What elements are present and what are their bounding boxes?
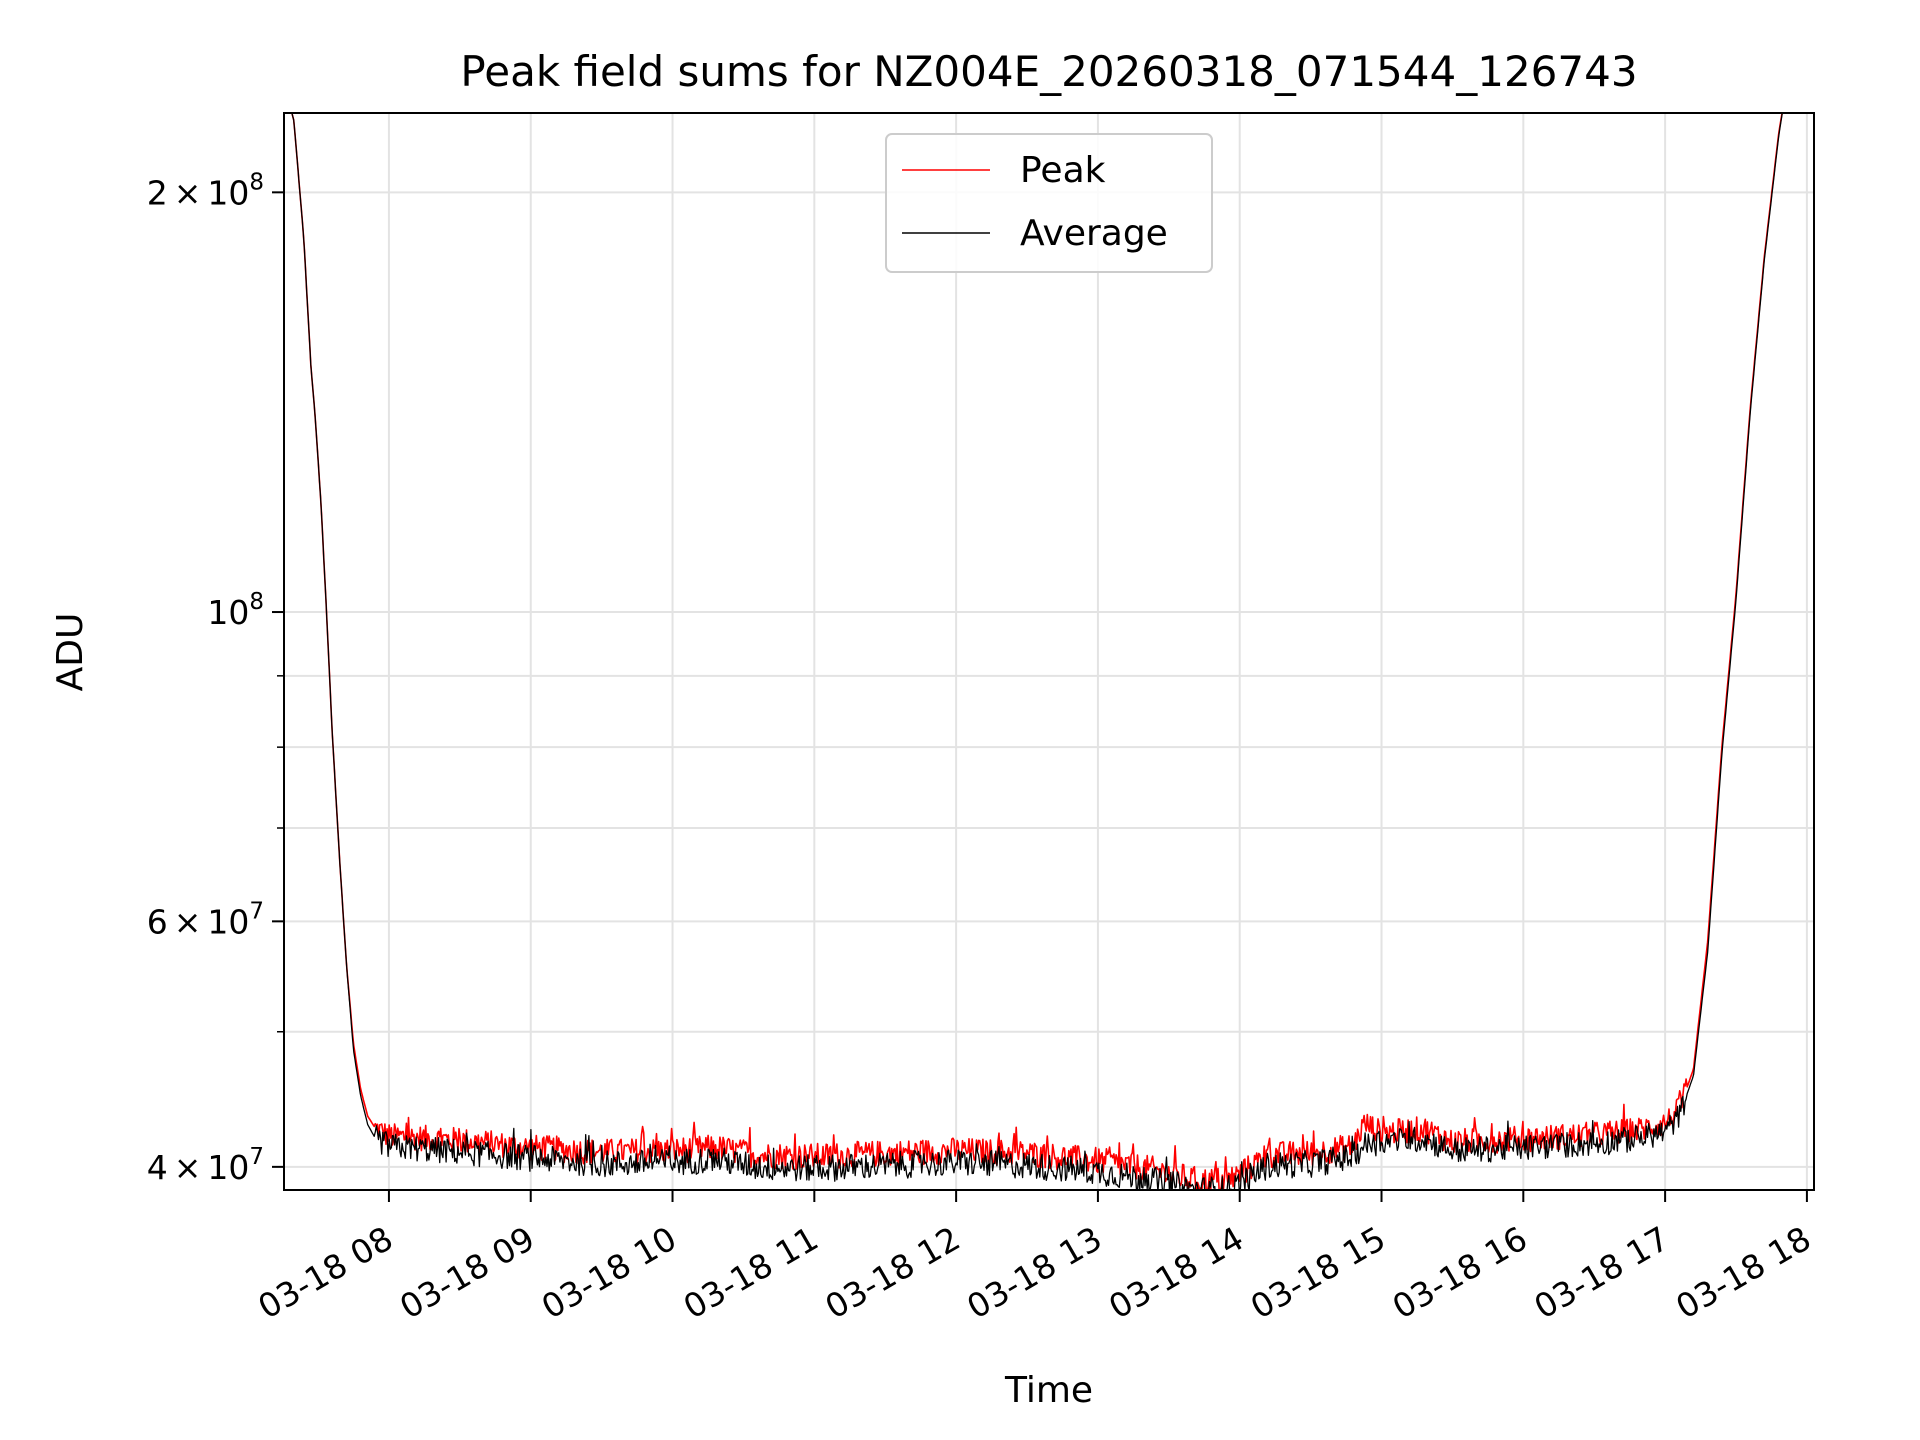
y-tick-exponent: 8 — [249, 169, 264, 195]
y-tick-mantissa: 6 — [147, 902, 168, 941]
legend: Peak Average — [885, 133, 1213, 273]
y-tick-label: 108 — [207, 589, 264, 632]
y-tick-mantissa: 2 — [147, 173, 168, 212]
legend-box — [885, 133, 1213, 273]
legend-peak-label: Peak — [1020, 150, 1106, 191]
chart-title: Peak field sums for NZ004E_20260318_0715… — [460, 47, 1637, 96]
y-tick-exponent: 8 — [249, 589, 264, 615]
y-tick-label: 4 × 107 — [147, 1144, 264, 1187]
series-lines — [291, 113, 1783, 1190]
plot-frame — [283, 112, 1815, 1191]
y-tick-label: 6 × 107 — [147, 898, 264, 941]
y-tick-mantissa: 4 — [147, 1148, 168, 1187]
y-axis-label: ADU — [50, 613, 91, 692]
plot-area — [284, 113, 1814, 1190]
x-axis-label: Time — [1004, 1370, 1093, 1411]
y-tick-label: 2 × 108 — [147, 169, 264, 212]
grid — [284, 113, 1814, 1190]
series-line-average — [291, 113, 1783, 1190]
legend-average-label: Average — [1020, 213, 1168, 254]
y-tick-exponent: 7 — [249, 1144, 264, 1170]
y-tick-exponent: 7 — [249, 898, 264, 924]
